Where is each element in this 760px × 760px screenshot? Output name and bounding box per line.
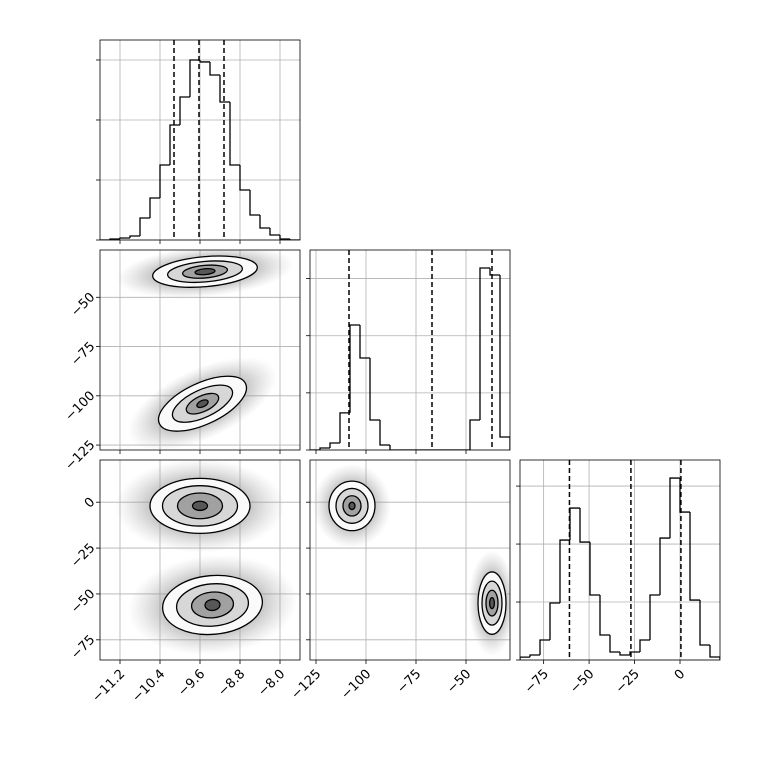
hist-bin: [569, 507, 580, 541]
hist-bin: [319, 447, 330, 450]
hist-bin: [689, 512, 700, 601]
hist-bin: [219, 74, 230, 103]
panel: −11.2 −10.4 −9.6 −8.8 −8.0 −75 −50 −25 0: [68, 459, 301, 705]
hist-bin: [369, 358, 380, 421]
y-tick-label: −75: [68, 339, 98, 369]
y-tick-label: −25: [68, 541, 98, 571]
x-tick-label: −9.6: [175, 667, 208, 700]
hist-bin: [669, 477, 680, 539]
plot-area: [115, 460, 298, 656]
plot-area: [116, 250, 294, 450]
hist-bin: [239, 164, 250, 191]
panel: [96, 39, 301, 244]
plot-area: [310, 250, 510, 450]
hist-bin: [379, 420, 390, 446]
panel-frame: [99, 39, 301, 241]
hist-bin: [619, 652, 630, 656]
hist-bin: [289, 238, 300, 240]
panel-frame: [309, 459, 511, 661]
y-tick-label: 0: [82, 495, 98, 511]
x-tick-label: −75: [394, 667, 424, 697]
hist-bin: [389, 445, 400, 450]
panel: −125 −100 −75 −50: [288, 459, 511, 703]
hist-bin: [129, 235, 140, 239]
plot-area: [520, 460, 720, 660]
panel-frame: [99, 249, 301, 451]
y-tick-label: −100: [62, 389, 98, 425]
hist-bin: [520, 656, 530, 660]
plot-area: [100, 40, 300, 240]
x-tick-label: 0: [672, 667, 688, 683]
contour: [348, 501, 356, 511]
hist-bin: [629, 651, 640, 656]
hist-bin: [179, 96, 190, 125]
x-tick-label: −75: [522, 667, 552, 697]
hist-bin: [709, 644, 720, 660]
hist-bin: [349, 324, 360, 413]
hist-bin: [279, 235, 290, 240]
panel-frame: [309, 249, 511, 451]
x-tick-label: −8.8: [215, 667, 248, 700]
hist-bin: [589, 542, 600, 596]
panel: [306, 249, 511, 454]
x-tick-label: −100: [338, 667, 374, 703]
panel: −125 −100 −75 −50: [62, 249, 301, 474]
hist-bin: [699, 600, 710, 646]
hist-bin: [679, 478, 690, 513]
plot-area: [312, 463, 510, 657]
hist-bin: [149, 197, 160, 218]
hist-bin: [549, 602, 560, 640]
hist-bin: [479, 267, 490, 420]
panel: −75 −50 −25 0: [516, 459, 721, 697]
x-tick-label: −50: [567, 667, 597, 697]
x-tick-label: −8.0: [255, 667, 288, 700]
hist-bin: [119, 237, 130, 239]
hist-bin: [209, 61, 220, 76]
hist-bin: [639, 639, 650, 652]
hist-bin: [189, 59, 200, 98]
y-tick-label: −50: [68, 290, 98, 320]
hist-bin: [489, 268, 500, 276]
hist-bin: [229, 101, 240, 166]
hist-bin: [599, 595, 610, 636]
x-tick-label: −11.2: [90, 667, 129, 706]
hist-bin: [659, 537, 670, 596]
panel-frame: [519, 459, 721, 661]
x-tick-label: −25: [613, 667, 643, 697]
contour: [488, 596, 496, 610]
y-tick-label: −50: [68, 587, 98, 617]
hist-bin: [249, 190, 260, 216]
hist-bin: [199, 59, 210, 63]
hist-bin: [529, 654, 540, 658]
contour: [196, 399, 209, 409]
hist-bin: [359, 325, 370, 359]
hist-bin: [649, 594, 660, 640]
hist-bin: [159, 164, 170, 198]
contour: [194, 267, 216, 276]
hist-bin: [259, 214, 270, 229]
hist-bin: [559, 539, 570, 604]
x-tick-label: −50: [444, 667, 474, 697]
contour: [191, 500, 209, 512]
hist-bin: [609, 635, 620, 653]
y-tick-label: −75: [68, 633, 98, 663]
y-tick-label: −125: [62, 438, 98, 474]
hist-bin: [169, 124, 180, 165]
hist-bin: [339, 412, 350, 443]
contour: [204, 598, 221, 612]
x-tick-label: −125: [288, 667, 324, 703]
hist-bin: [469, 419, 480, 450]
x-tick-label: −10.4: [130, 667, 169, 706]
panel-frame: [99, 459, 301, 661]
hist-bin: [139, 217, 150, 236]
hist-bin: [329, 442, 340, 448]
hist-bin: [579, 508, 590, 543]
hist-bin: [539, 639, 550, 656]
hist-bin: [269, 227, 280, 236]
hist-bin: [499, 275, 510, 450]
